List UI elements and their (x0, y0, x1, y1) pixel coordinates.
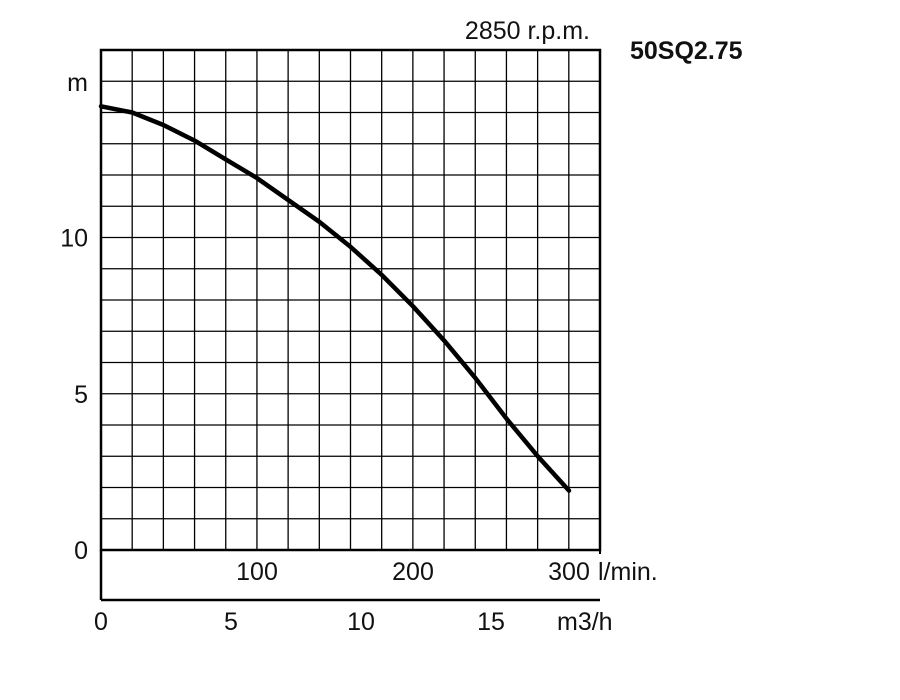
curve-layer (98, 104, 572, 493)
x-tick-labels-lmin: 100 200 300 (236, 558, 590, 586)
y-tick-label: 5 (74, 381, 88, 409)
x-tick-label-lmin: 100 (236, 558, 278, 586)
performance-curve (98, 104, 572, 493)
y-tick-label: 0 (74, 537, 88, 565)
x-axis-label-lmin: l/min. (598, 558, 658, 586)
x-tick-labels-m3h: 0 5 10 15 (94, 608, 505, 636)
x-tick-label-m3h: 5 (224, 608, 238, 636)
x-axis-label-m3h: m3/h (557, 608, 613, 636)
chart-title: 50SQ2.75 (630, 37, 743, 65)
speed-label: 2850 r.p.m. (465, 17, 590, 45)
x-tick-label-lmin: 200 (392, 558, 434, 586)
x-tick-label-m3h: 0 (94, 608, 108, 636)
y-tick-label: 10 (60, 225, 88, 253)
y-tick-labels: 0 5 10 (60, 225, 88, 566)
x-tick-label-lmin: 300 (548, 558, 590, 586)
plot-border (99, 48, 602, 552)
x-tick-label-m3h: 10 (347, 608, 375, 636)
plot-frame (99, 48, 602, 602)
y-axis-label: m (67, 69, 88, 97)
grid (101, 50, 600, 550)
x-tick-label-m3h: 15 (477, 608, 505, 636)
